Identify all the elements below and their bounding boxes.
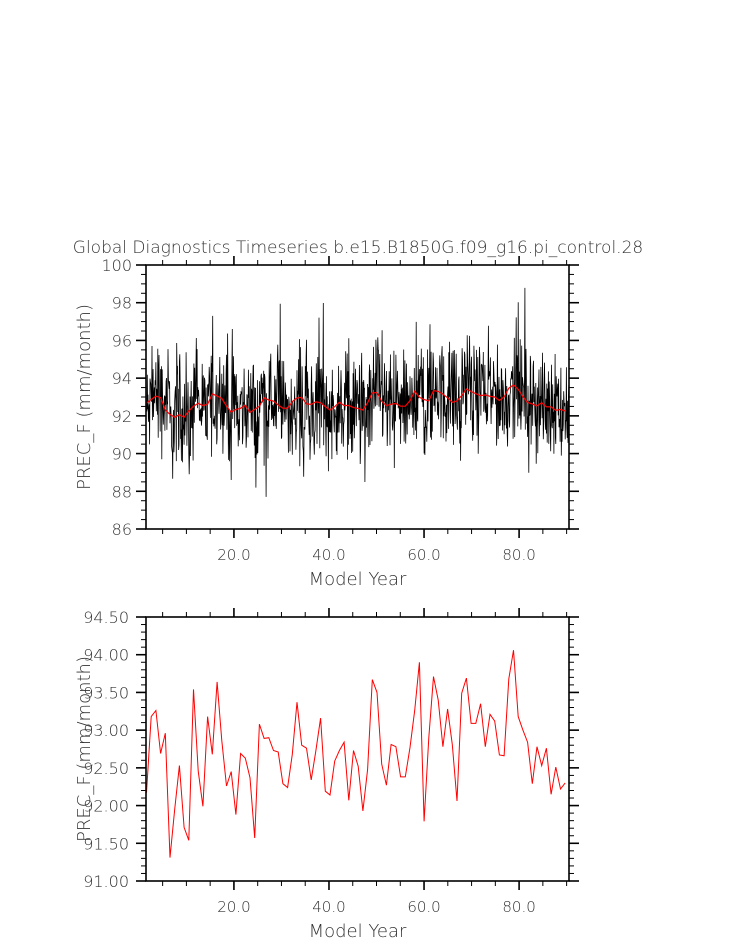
x-tick-label: 20.0 (217, 546, 250, 564)
annual-series-line (146, 650, 566, 858)
x-tick-label: 20.0 (217, 898, 250, 916)
y-tick-label: 91.00 (83, 872, 129, 891)
y-tick-label: 94.00 (83, 646, 129, 665)
y-tick-label: 93.50 (83, 683, 129, 702)
y-tick-label: 94 (112, 369, 132, 388)
y-tick-label: 92.00 (83, 797, 129, 816)
x-tick-label: 60.0 (407, 898, 440, 916)
x-axis-title: Model Year (309, 921, 407, 942)
y-tick-label: 93.00 (83, 721, 129, 740)
x-tick-label: 60.0 (407, 546, 440, 564)
y-tick-label: 98 (112, 294, 132, 313)
y-tick-label: 92 (112, 407, 132, 426)
y-tick-label: 92.50 (83, 759, 129, 778)
y-tick-label: 86 (112, 520, 132, 539)
x-axis-title: Model Year (309, 569, 407, 590)
y-tick-label: 90 (112, 445, 132, 464)
chart-title: Global Diagnostics Timeseries b.e15.B185… (73, 238, 643, 258)
y-tick-label: 100 (101, 256, 132, 275)
x-tick-label: 40.0 (312, 898, 345, 916)
x-tick-label: 80.0 (502, 546, 535, 564)
y-tick-label: 88 (112, 482, 132, 501)
monthly-series-line (146, 287, 570, 497)
y-tick-label: 91.50 (83, 834, 129, 853)
y-axis-title: PREC_F (mm/month) (74, 304, 95, 490)
y-axis-title: PREC_F (mm/month) (74, 656, 95, 842)
y-tick-label: 94.50 (83, 608, 129, 627)
x-tick-label: 40.0 (312, 546, 345, 564)
x-tick-label: 80.0 (502, 898, 535, 916)
smoothed-series-line (146, 384, 566, 418)
plot-frame-bottom (145, 616, 570, 882)
plot-frame-top (145, 264, 570, 530)
y-tick-label: 96 (112, 331, 132, 350)
